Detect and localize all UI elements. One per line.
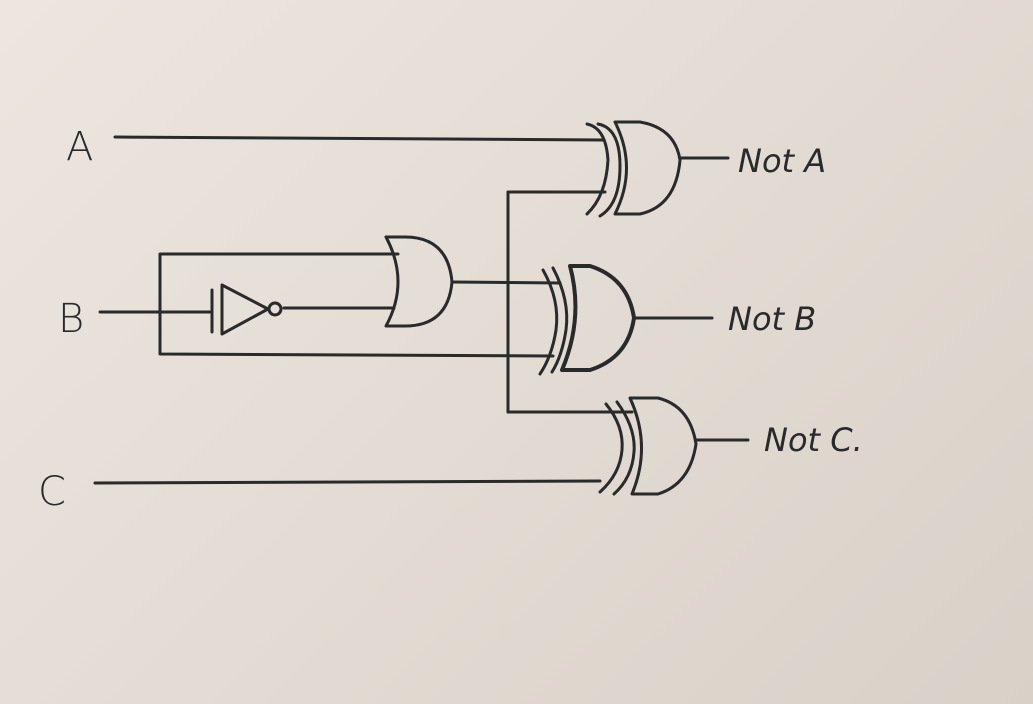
wire-feedback-bus xyxy=(506,190,634,414)
output-label-a: Not A xyxy=(738,142,826,180)
wire-input-a xyxy=(113,135,605,142)
not-gate xyxy=(210,283,283,336)
output-label-c: Not C. xyxy=(764,421,863,459)
wire-or-out xyxy=(450,280,562,285)
xor-gate-top xyxy=(585,120,682,218)
wire-input-c xyxy=(93,479,602,485)
or-gate xyxy=(384,235,454,328)
xor-gate-middle xyxy=(538,264,636,376)
xor-gate-bottom xyxy=(598,396,698,496)
wire-input-b xyxy=(98,252,555,358)
output-label-b: Not B xyxy=(728,300,816,338)
input-label-b: B xyxy=(58,296,84,342)
input-label-a: A xyxy=(66,124,93,170)
input-label-c: C xyxy=(38,469,66,515)
